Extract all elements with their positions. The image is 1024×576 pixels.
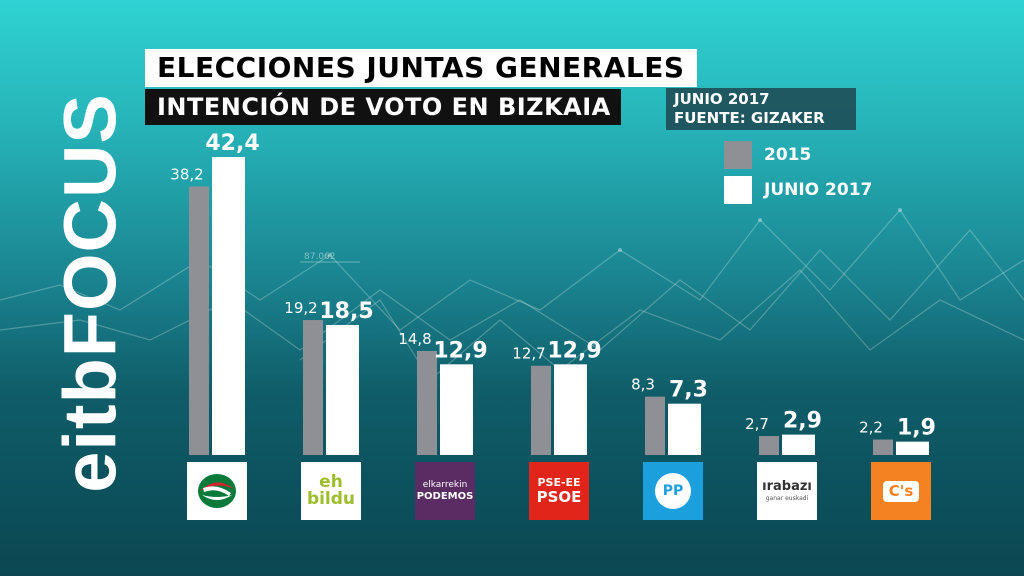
bar-2017-eaj-pnv: [212, 157, 245, 455]
label-2017-ciudadanos: 1,9: [897, 416, 936, 441]
party-logo-ciudadanos: C's: [871, 462, 931, 520]
meta-box: JUNIO 2017 FUENTE: GIZAKER: [666, 88, 856, 130]
eaj-pnv-icon: [198, 474, 236, 508]
irabazi-line-1: ırabazı: [762, 479, 812, 494]
bar-2017-eh-bildu: [326, 324, 359, 455]
party-logo-elkarrekin-podemos: elkarrekin PODEMOS: [415, 462, 475, 520]
bar-2015-pse-ee-psoe: [531, 365, 551, 455]
title-line-1-text: ELECCIONES JUNTAS GENERALES: [157, 51, 685, 84]
legend-swatch-2015: [724, 141, 752, 169]
label-2015-elkarrekin-podemos: 14,8: [398, 330, 431, 348]
legend-label-2015: 2015: [764, 145, 812, 165]
psoe-line-1: PSE-EE: [537, 476, 581, 489]
date-label: JUNIO 2017: [674, 90, 770, 108]
party-logo-pse-ee-psoe: PSE-EE PSOE: [529, 462, 589, 520]
pp-text: PP: [662, 483, 684, 499]
label-2017-pse-ee-psoe: 12,9: [547, 338, 601, 363]
bar-2015-eaj-pnv: [189, 186, 209, 456]
bar-2017-ciudadanos: [896, 441, 929, 455]
bar-2017-elkarrekin-podemos: [440, 364, 473, 455]
label-2017-pp: 7,3: [669, 378, 708, 403]
label-2017-irabazi: 2,9: [783, 409, 822, 434]
irabazi-line-2: ganar euskadi: [765, 495, 809, 502]
podemos-line-1: elkarrekin: [422, 479, 468, 490]
podemos-line-2: PODEMOS: [416, 490, 474, 502]
label-2015-pse-ee-psoe: 12,7: [512, 345, 545, 363]
bar-2017-pse-ee-psoe: [554, 364, 587, 455]
party-logo-pp: PP: [643, 462, 703, 520]
label-2015-eaj-pnv: 38,2: [170, 166, 203, 184]
title-line-2-text: INTENCIÓN DE VOTO EN BIZKAIA: [157, 93, 611, 121]
party-logo-irabazi: ırabazı ganar euskadi: [757, 462, 817, 520]
source-label: FUENTE: GIZAKER: [674, 109, 825, 127]
cs-badge: C's: [882, 480, 920, 502]
legend-item-2015: 2015: [724, 140, 811, 170]
title-line-1: ELECCIONES JUNTAS GENERALES: [145, 49, 697, 87]
label-2015-ciudadanos: 2,2: [859, 419, 883, 437]
title-line-2: INTENCIÓN DE VOTO EN BIZKAIA: [145, 89, 621, 125]
label-2017-elkarrekin-podemos: 12,9: [433, 338, 487, 363]
pp-circle: PP: [655, 473, 691, 509]
label-2015-pp: 8,3: [631, 376, 655, 394]
bar-2015-irabazi: [759, 436, 779, 455]
legend-item-2017: JUNIO 2017: [724, 175, 872, 205]
label-2017-eaj-pnv: 42,4: [205, 131, 259, 156]
bar-2017-pp: [668, 403, 701, 455]
bar-2017-irabazi: [782, 434, 815, 455]
bar-2015-pp: [645, 396, 665, 455]
legend-swatch-2017: [724, 176, 752, 204]
party-logo-eaj-pnv: [187, 462, 247, 520]
bar-2015-eh-bildu: [303, 320, 323, 455]
legend-label-2017: JUNIO 2017: [764, 180, 873, 200]
label-2015-eh-bildu: 19,2: [284, 299, 317, 317]
label-2017-eh-bildu: 18,5: [319, 299, 373, 324]
eh-bildu-line-2: bildu: [306, 489, 356, 509]
psoe-line-2: PSOE: [536, 488, 582, 506]
label-2015-irabazi: 2,7: [745, 415, 769, 433]
party-logo-eh-bildu: eh bildu: [301, 462, 361, 520]
eh-bildu-line-1: eh: [319, 472, 343, 492]
bar-2015-elkarrekin-podemos: [417, 350, 437, 455]
bar-2015-ciudadanos: [873, 439, 893, 455]
background-number: 87.062: [304, 252, 336, 262]
cs-text: C's: [888, 481, 914, 500]
